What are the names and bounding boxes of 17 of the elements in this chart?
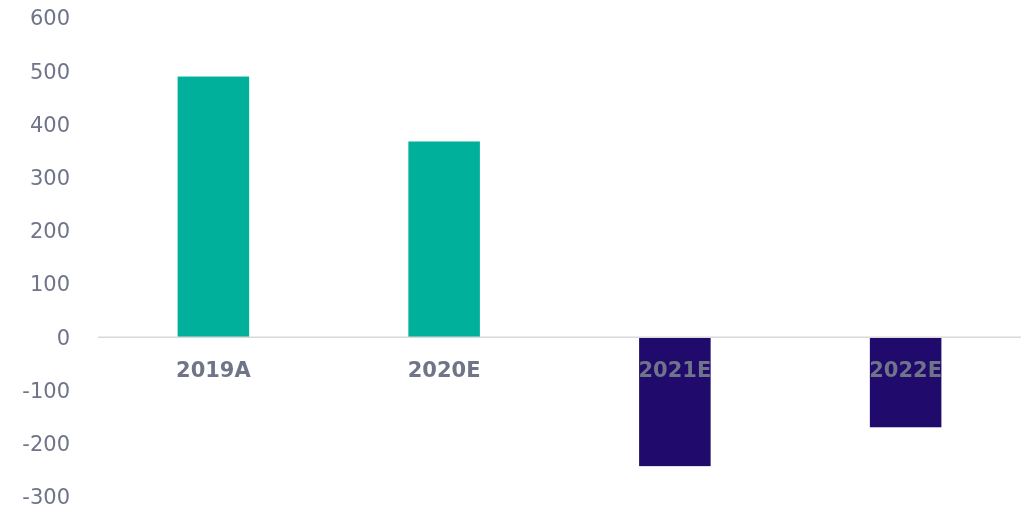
y-tick-label: 600 [29, 6, 70, 31]
y-tick-label: 400 [29, 112, 70, 137]
bar [639, 337, 711, 467]
x-tick-label: 2019A [176, 358, 252, 383]
y-tick-label: 100 [29, 272, 70, 297]
y-tick-label: 0 [56, 325, 70, 350]
y-tick-label: -200 [22, 432, 70, 457]
x-tick-label: 2021E [638, 358, 712, 383]
y-tick-label: -300 [22, 485, 70, 510]
bar [177, 76, 250, 338]
y-tick-label: -100 [22, 378, 70, 403]
x-tick-label: 2022E [869, 358, 943, 383]
bar [408, 141, 480, 338]
y-tick-label: 200 [29, 219, 70, 244]
y-tick-label: 500 [29, 59, 70, 84]
y-tick-label: 300 [29, 166, 70, 191]
x-tick-label: 2020E [407, 358, 481, 383]
